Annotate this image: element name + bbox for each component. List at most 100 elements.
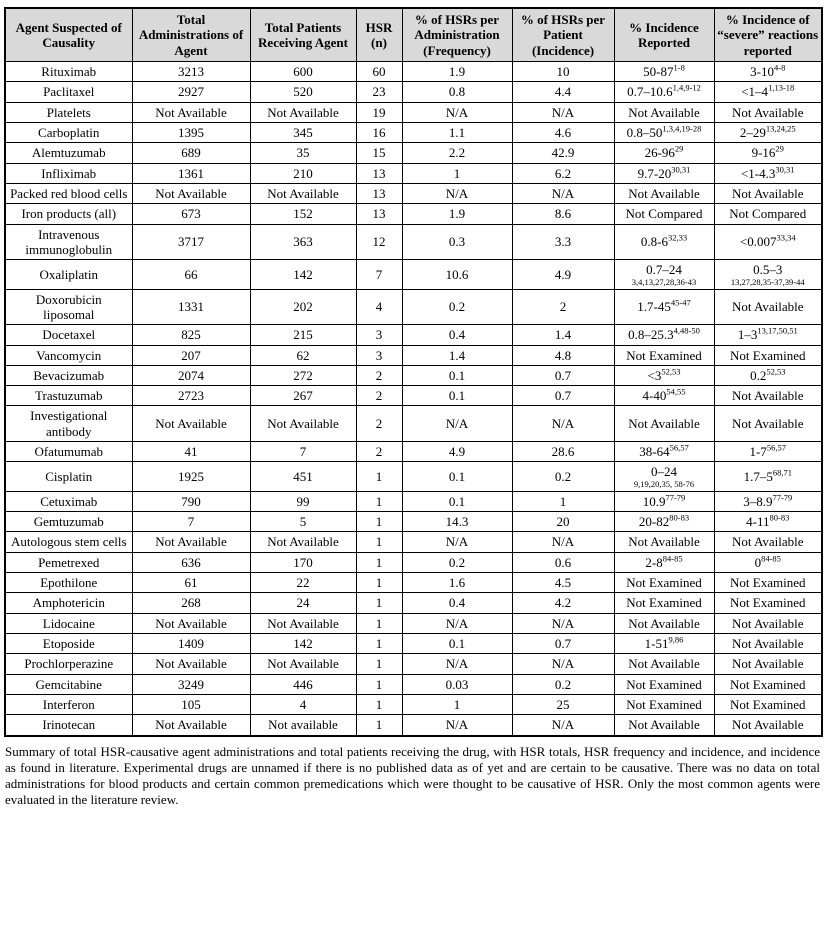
data-cell: 25 bbox=[511, 693, 615, 716]
data-cell: 28.6 bbox=[511, 441, 615, 463]
agent-cell: Prochlorperazine bbox=[4, 653, 133, 675]
data-cell: 215 bbox=[249, 324, 357, 346]
data-cell: Not Examined bbox=[613, 572, 715, 594]
data-cell: 0.1 bbox=[401, 490, 513, 513]
data-cell: 1–313,17,50,51 bbox=[713, 324, 823, 346]
data-cell: N/A bbox=[511, 405, 615, 443]
data-cell: 790 bbox=[131, 490, 251, 513]
data-cell: Not Examined bbox=[613, 344, 715, 366]
data-cell: 170 bbox=[249, 551, 357, 574]
table-row: Bevacizumab 2074 272 2 0.1 0.7 <352,53 0.252,53 bbox=[4, 364, 823, 387]
data-cell: Not Examined bbox=[713, 693, 823, 716]
data-cell: 451 bbox=[249, 461, 357, 492]
agent-cell: Bevacizumab bbox=[4, 364, 133, 387]
data-cell: 99 bbox=[249, 490, 357, 513]
reference-superscript: 4-8 bbox=[774, 62, 786, 73]
data-cell: 1.1 bbox=[401, 121, 513, 144]
data-cell: 1925 bbox=[131, 461, 251, 492]
agent-cell: Packed red blood cells bbox=[4, 182, 133, 205]
data-cell: Not Compared bbox=[613, 203, 715, 225]
data-cell: 0.8 bbox=[401, 81, 513, 103]
reference-superscript: 1,4,9-12 bbox=[672, 82, 701, 93]
data-cell: Not Available bbox=[131, 714, 251, 737]
data-cell: 4.2 bbox=[511, 592, 615, 614]
data-cell: 636 bbox=[131, 551, 251, 574]
table-row: Carboplatin 1395 345 16 1.1 4.6 0.8–501,3,4,19… bbox=[4, 121, 823, 144]
agent-cell: Ofatumumab bbox=[4, 441, 133, 463]
agent-cell: Platelets bbox=[4, 101, 133, 123]
data-cell: 0.1 bbox=[401, 633, 513, 655]
reference-superscript: 1,13-18 bbox=[768, 82, 795, 93]
table-header: Agent Suspected of Causality Total Admini… bbox=[4, 7, 823, 62]
data-cell: 13 bbox=[355, 182, 403, 205]
data-cell: 1 bbox=[355, 592, 403, 614]
data-cell: 0.1 bbox=[401, 364, 513, 387]
data-cell: 363 bbox=[249, 223, 357, 261]
data-cell: Not Available bbox=[713, 612, 823, 635]
agent-cell: Lidocaine bbox=[4, 612, 133, 635]
table-row: Lidocaine Not Available Not Available 1 N/A N… bbox=[4, 612, 823, 635]
data-cell: 1 bbox=[355, 633, 403, 655]
data-cell: 50-871-8 bbox=[613, 60, 715, 83]
data-cell: 2074 bbox=[131, 364, 251, 387]
data-cell: 7 bbox=[131, 511, 251, 533]
data-cell: 13 bbox=[355, 162, 403, 184]
data-cell: 6.2 bbox=[511, 162, 615, 184]
data-cell: Not Available bbox=[249, 405, 357, 443]
data-cell: 0–24 9,19,20,35, 58-76 bbox=[613, 461, 715, 492]
data-cell: 1 bbox=[355, 693, 403, 716]
data-cell: 16 bbox=[355, 121, 403, 144]
data-cell: 142 bbox=[249, 259, 357, 290]
agent-cell: Docetaxel bbox=[4, 324, 133, 346]
data-cell: Not Available bbox=[613, 531, 715, 553]
data-cell: 60 bbox=[355, 60, 403, 83]
data-cell: 345 bbox=[249, 121, 357, 144]
table-row: Intravenous immunoglobulin 3717 363 12 0.3 3.… bbox=[4, 223, 823, 261]
data-cell: 0.2 bbox=[401, 288, 513, 326]
data-cell: N/A bbox=[401, 653, 513, 675]
data-cell: 0.7 bbox=[511, 385, 615, 407]
data-cell: 1 bbox=[355, 551, 403, 574]
table-row: Gemtuzumab 7 5 1 14.3 20 20-8280-83 4-1180-83 bbox=[4, 511, 823, 533]
data-cell: 12 bbox=[355, 223, 403, 261]
data-cell: 15 bbox=[355, 142, 403, 164]
reference-list: 13,27,28,35-37,39-44 bbox=[730, 276, 805, 287]
reference-superscript: 68,71 bbox=[772, 467, 792, 478]
data-cell: Not Available bbox=[713, 633, 823, 655]
table-caption: Summary of total HSR-causative agent adm… bbox=[5, 743, 820, 807]
data-cell: 0.8–25.34,48-50 bbox=[613, 324, 715, 346]
table-row: Investigational antibody Not Available Not… bbox=[4, 405, 823, 443]
reference-superscript: 56,57 bbox=[766, 442, 786, 453]
data-cell: 267 bbox=[249, 385, 357, 407]
data-cell: 41 bbox=[131, 441, 251, 463]
data-cell: Not Available bbox=[249, 182, 357, 205]
data-cell: 1 bbox=[355, 612, 403, 635]
data-cell: Not Available bbox=[249, 612, 357, 635]
data-cell: Not Available bbox=[131, 182, 251, 205]
data-cell: N/A bbox=[511, 182, 615, 205]
data-cell: 35 bbox=[249, 142, 357, 164]
column-header: Total Administrations of Agent bbox=[131, 7, 251, 62]
reference-superscript: 4,48-50 bbox=[673, 325, 700, 336]
data-cell: 1 bbox=[401, 693, 513, 716]
table-row: Paclitaxel 2927 520 23 0.8 4.4 0.7–10.61,4,9-1… bbox=[4, 81, 823, 103]
reference-superscript: 80-83 bbox=[769, 512, 790, 523]
data-cell: N/A bbox=[401, 714, 513, 737]
reference-superscript: 84-85 bbox=[761, 553, 781, 564]
agent-cell: Infliximab bbox=[4, 162, 133, 184]
data-cell: 7 bbox=[249, 441, 357, 463]
data-cell: 0.4 bbox=[401, 324, 513, 346]
data-cell: 3-104-8 bbox=[713, 60, 823, 83]
data-cell: 2 bbox=[355, 364, 403, 387]
table-row: Pemetrexed 636 170 1 0.2 0.6 2-884-85 084-85 bbox=[4, 551, 823, 574]
data-cell: 0.1 bbox=[401, 461, 513, 492]
agent-cell: Interferon bbox=[4, 693, 133, 716]
reference-superscript: 56,57 bbox=[669, 442, 689, 453]
data-cell: 268 bbox=[131, 592, 251, 614]
data-cell: 272 bbox=[249, 364, 357, 387]
table-body: Rituximab 3213 600 60 1.9 10 50-871-8 3-104-8 Pa… bbox=[4, 60, 823, 737]
data-cell: 5 bbox=[249, 511, 357, 533]
data-cell: Not Available bbox=[713, 714, 823, 737]
reference-superscript: 54,55 bbox=[666, 386, 686, 397]
data-cell: Not Available bbox=[131, 405, 251, 443]
